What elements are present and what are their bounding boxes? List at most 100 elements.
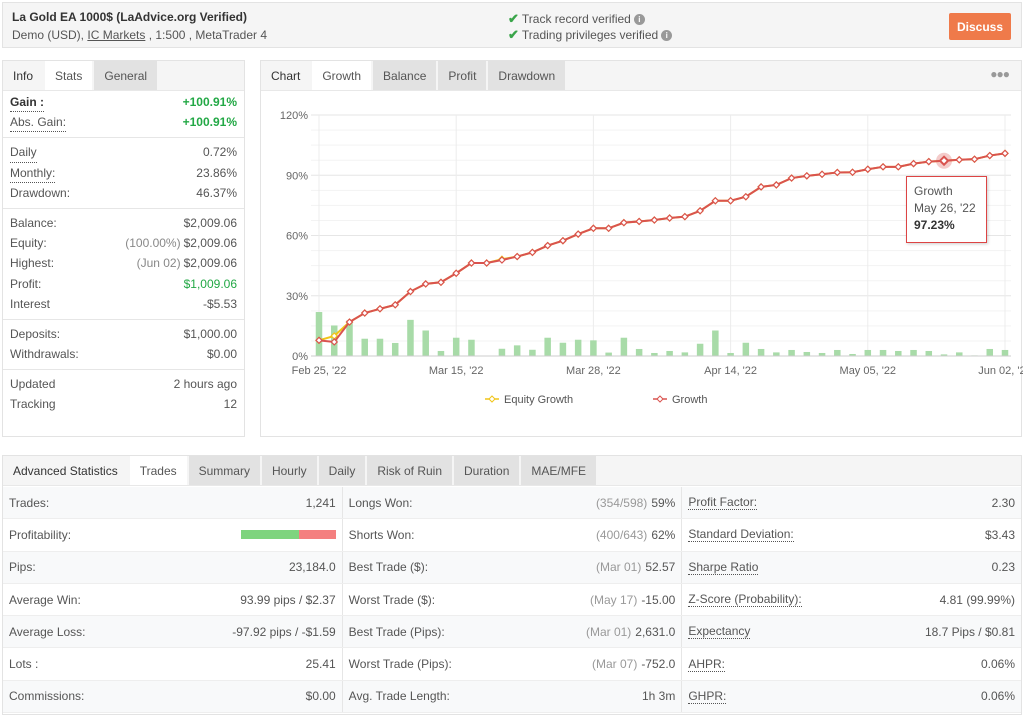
stat-value: 0.06% xyxy=(980,689,1016,704)
tab-drawdown[interactable]: Drawdown xyxy=(488,61,566,90)
bar xyxy=(910,349,917,356)
info-icon[interactable]: i xyxy=(661,29,673,41)
data-point xyxy=(635,217,643,226)
tab-general[interactable]: General xyxy=(94,61,158,90)
stat-value: $0.00 xyxy=(206,347,237,362)
data-point xyxy=(360,309,369,317)
stat-value-group: $3.43 xyxy=(985,528,1015,542)
info-icon[interactable]: i xyxy=(633,13,645,25)
stat-value-group: (Mar 01) 2,631.0 xyxy=(586,625,675,639)
divider xyxy=(3,369,244,371)
stat-value: 0.72% xyxy=(202,145,237,160)
data-point xyxy=(513,252,522,261)
stat-value: 52.57 xyxy=(645,560,676,575)
bar xyxy=(742,342,750,356)
tab-risk-of-ruin[interactable]: Risk of Ruin xyxy=(367,456,453,485)
tab-hourly[interactable]: Hourly xyxy=(261,456,317,485)
bar xyxy=(712,330,719,356)
bar xyxy=(559,342,567,356)
tooltip-date: May 26, '22 xyxy=(914,201,976,215)
verified-label: Track record verified xyxy=(521,12,631,26)
data-point xyxy=(345,318,354,326)
data-point xyxy=(620,218,628,227)
stat-label[interactable]: Monthly: xyxy=(10,163,56,183)
stat-value: -97.92 pips / -$1.59 xyxy=(232,624,336,639)
stat-value-group: +100.91% xyxy=(183,112,237,132)
bar xyxy=(986,348,994,356)
bar xyxy=(620,337,628,356)
stat-label[interactable]: Z-Score (Probability): xyxy=(688,592,802,608)
bar xyxy=(346,320,353,356)
bar xyxy=(437,350,445,356)
tab-chart: Chart xyxy=(271,69,301,83)
broker-link[interactable]: IC Markets xyxy=(87,28,146,42)
stat-value: 62% xyxy=(651,527,676,542)
tab-summary[interactable]: Summary xyxy=(188,456,260,485)
stat-label[interactable]: Sharpe Ratio xyxy=(688,559,759,575)
stat-worst-trade: Worst Trade ($): (May 17) -15.00 xyxy=(343,583,683,616)
stat-label[interactable]: Profit Factor: xyxy=(688,495,758,511)
tab-daily[interactable]: Daily xyxy=(318,456,366,485)
more-dots-icon[interactable]: ●●● xyxy=(990,67,1010,81)
hover-point xyxy=(938,155,950,167)
stat-value: $2,009.06 xyxy=(183,256,237,271)
stat-value: -752.0 xyxy=(641,657,676,672)
stat-value-group: 18.7 Pips / $0.81 xyxy=(925,625,1015,639)
x-tick-label: May 05, '22 xyxy=(840,365,897,377)
bar xyxy=(513,345,521,356)
tab-profit[interactable]: Profit xyxy=(438,61,487,90)
stat-value: $1,009.06 xyxy=(183,276,237,291)
bar xyxy=(925,350,933,356)
stat-label[interactable]: GHPR: xyxy=(688,688,727,704)
bar xyxy=(803,351,811,356)
stat-updated: Updated 2 hours ago xyxy=(3,374,244,394)
stat-value-group: -97.92 pips / -$1.59 xyxy=(232,625,335,639)
stat-label: Profit: xyxy=(10,276,42,291)
stat-value: 46.37% xyxy=(196,185,237,200)
bar xyxy=(864,349,872,356)
discuss-button[interactable]: Discuss xyxy=(949,13,1011,40)
tab-growth[interactable]: Growth xyxy=(312,61,372,90)
bar xyxy=(757,348,765,356)
bar xyxy=(1001,349,1009,356)
tab-mae-mfe[interactable]: MAE/MFE xyxy=(521,456,597,485)
stat-label: Shorts Won: xyxy=(348,527,415,542)
bar xyxy=(635,348,643,356)
bar xyxy=(422,330,429,356)
stat-value: 2,631.0 xyxy=(635,624,676,639)
stat-value: $0.00 xyxy=(305,689,336,704)
bar xyxy=(544,337,551,356)
stats-row: Profitability: Shorts Won: (400/643) 62% Sta… xyxy=(3,519,1021,552)
stat-sub: (Mar 01) xyxy=(595,560,642,575)
stat-label[interactable]: Gain : xyxy=(10,92,45,113)
tab-trades[interactable]: Trades xyxy=(129,456,187,485)
stat-label[interactable]: Standard Deviation: xyxy=(688,527,794,543)
data-point xyxy=(894,162,903,171)
stat-label[interactable]: AHPR: xyxy=(688,656,726,672)
divider xyxy=(3,207,244,209)
stat-label[interactable]: Abs. Gain: xyxy=(10,112,67,133)
stat-value-group: 4.81 (99.99%) xyxy=(940,593,1015,607)
data-point xyxy=(741,192,750,201)
stat-sub: (Jun 02) xyxy=(136,256,181,271)
stat-label: Worst Trade ($): xyxy=(348,592,436,607)
tab-duration[interactable]: Duration xyxy=(454,456,520,485)
data-point xyxy=(421,280,430,288)
stat-label[interactable]: Daily xyxy=(10,142,37,163)
stat-value-group: (Jun 02) $2,009.06 xyxy=(137,253,237,273)
stat-label[interactable]: Expectancy xyxy=(688,624,751,640)
stat-label: Commissions: xyxy=(9,689,85,704)
stat-value-group: 2.30 xyxy=(992,496,1015,510)
tab-balance[interactable]: Balance xyxy=(373,61,437,90)
stats-row: Pips: 23,184.0 Best Trade ($): (Mar 01) 52.5… xyxy=(3,551,1021,584)
bar xyxy=(818,352,826,356)
stat-value-group: $1,009.06 xyxy=(184,274,237,294)
data-point xyxy=(863,165,872,174)
stat-label: Updated xyxy=(10,377,56,392)
stat-value: 93.99 pips / $2.37 xyxy=(240,592,336,607)
y-tick-label: 60% xyxy=(286,231,308,243)
bar xyxy=(376,338,384,356)
stats-row: Commissions: $0.00 Avg. Trade Length: 1h 3m… xyxy=(3,680,1021,714)
stat-value-group: 1,241 xyxy=(306,496,336,510)
tab-stats[interactable]: Stats xyxy=(45,61,93,90)
